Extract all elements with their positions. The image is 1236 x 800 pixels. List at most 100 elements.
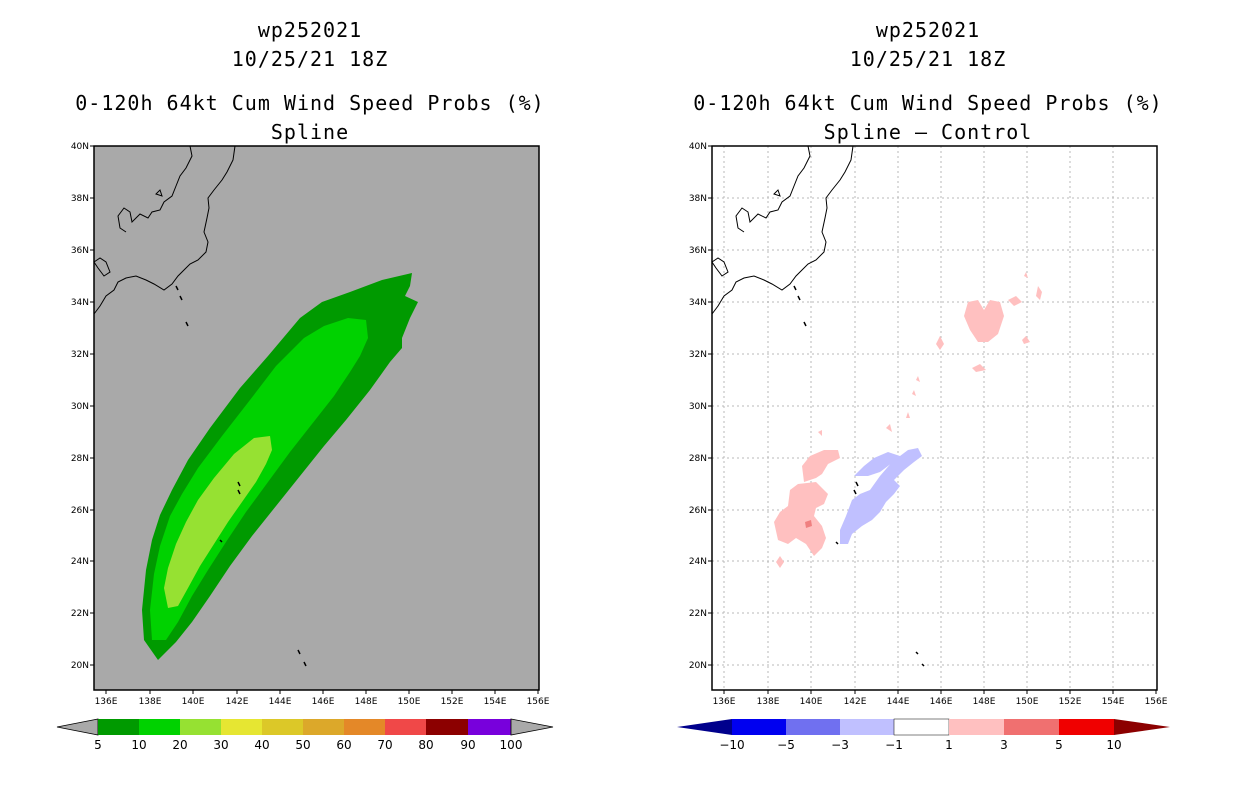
right-map-panel: 20N 22N 24N 26N 28N 30N 32N 34N 36N 38N … xyxy=(689,142,1168,707)
left-colorbar-swatch-70-80 xyxy=(385,719,426,735)
right-lon-labels: 136E 138E 140E 142E 144E 146E 148E 150E … xyxy=(713,697,1168,707)
left-lat-label-36n: 36N xyxy=(71,246,89,256)
right-colorbar-high-arrow xyxy=(1114,719,1170,735)
left-colorbar-swatch-10-20 xyxy=(139,719,180,735)
right-lon-label-150e: 150E xyxy=(1016,697,1039,707)
left-lon-labels: 136E 138E 140E 142E 144E 146E 148E 150E … xyxy=(95,697,550,707)
right-colorbar-swatch-m5-m3 xyxy=(786,719,840,735)
diff-positive-area-core xyxy=(805,520,812,528)
diff-positive-area-north xyxy=(802,450,840,482)
right-lon-label-152e: 152E xyxy=(1059,697,1082,707)
left-colorbar-swatch-50-60 xyxy=(303,719,344,735)
right-map-frame xyxy=(711,145,1158,691)
right-lat-label-36n: 36N xyxy=(689,246,707,256)
diff-positive-area-small-3 xyxy=(1008,296,1022,306)
left-lat-label-22n: 22N xyxy=(71,609,89,619)
diff-positive-areas xyxy=(774,272,1042,568)
left-title-block: wp252021 10/25/21 18Z xyxy=(60,16,560,74)
left-colorbar-swatch-60-70 xyxy=(344,719,385,735)
left-colorbar-label-100: 100 xyxy=(500,738,523,752)
left-colorbar-high-arrow xyxy=(510,718,554,736)
left-lat-label-24n: 24N xyxy=(71,557,89,567)
right-tick-marks xyxy=(708,145,1157,694)
left-lon-label-152e: 152E xyxy=(441,697,464,707)
right-colorbar-label-m5: −5 xyxy=(777,738,795,752)
diff-positive-area-small-6 xyxy=(972,364,986,372)
right-colorbar-label-m1: −1 xyxy=(885,738,903,752)
left-colorbar-label-50: 50 xyxy=(295,738,310,752)
left-lon-label-140e: 140E xyxy=(182,697,205,707)
right-lat-label-40n: 40N xyxy=(689,142,707,152)
right-colorbar-label-m10: −10 xyxy=(719,738,744,752)
left-colorbar-swatch-90-100 xyxy=(468,719,511,735)
right-lon-label-142e: 142E xyxy=(844,697,867,707)
left-colorbar-label-60: 60 xyxy=(336,738,351,752)
right-lat-label-28n: 28N xyxy=(689,454,707,464)
left-product-title: 0-120h 64kt Cum Wind Speed Probs (%) xyxy=(75,91,545,115)
right-colorbar-label-1: 1 xyxy=(945,738,953,752)
right-colorbar-label-5: 5 xyxy=(1055,738,1063,752)
left-colorbar-label-5: 5 xyxy=(94,738,102,752)
left-colorbar-swatch-30-40 xyxy=(221,719,262,735)
right-lon-label-156e: 156E xyxy=(1145,697,1168,707)
right-colorbar-label-10: 10 xyxy=(1106,738,1121,752)
left-lon-label-138e: 138E xyxy=(139,697,162,707)
right-title-block: wp252021 10/25/21 18Z xyxy=(678,16,1178,74)
diff-negative-area xyxy=(840,448,922,544)
left-lon-label-148e: 148E xyxy=(355,697,378,707)
left-lat-label-38n: 38N xyxy=(71,194,89,204)
right-colorbar: −10 −5 −3 −1 1 3 5 10 xyxy=(677,718,1170,752)
right-title-block-2: 0-120h 64kt Cum Wind Speed Probs (%) Spl… xyxy=(678,89,1178,147)
right-lon-label-136e: 136E xyxy=(713,697,736,707)
right-colorbar-swatch-1-3 xyxy=(949,719,1004,735)
right-lon-label-146e: 146E xyxy=(930,697,953,707)
right-lat-label-20n: 20N xyxy=(689,661,707,671)
right-lat-labels: 20N 22N 24N 26N 28N 30N 32N 34N 36N 38N … xyxy=(689,142,707,671)
left-map-panel: 20N 22N 24N 26N 28N 30N 32N 34N 36N 38N … xyxy=(71,142,550,707)
diff-positive-area-main xyxy=(774,482,828,556)
right-colorbar-swatch-5-10 xyxy=(1059,719,1114,735)
left-title-block-2: 0-120h 64kt Cum Wind Speed Probs (%) Spl… xyxy=(60,89,560,147)
left-lon-label-146e: 146E xyxy=(312,697,335,707)
right-lon-label-144e: 144E xyxy=(887,697,910,707)
left-lat-label-28n: 28N xyxy=(71,454,89,464)
right-lon-label-140e: 140E xyxy=(800,697,823,707)
right-map-background xyxy=(712,146,1157,690)
left-lat-label-34n: 34N xyxy=(71,298,89,308)
left-lon-label-150e: 150E xyxy=(398,697,421,707)
left-colorbar: 5 10 20 30 40 50 60 70 80 90 100 xyxy=(56,718,554,752)
right-colorbar-label-3: 3 xyxy=(1000,738,1008,752)
left-colorbar-label-10: 10 xyxy=(131,738,146,752)
diff-positive-area-small-4 xyxy=(1036,286,1042,300)
right-lat-label-34n: 34N xyxy=(689,298,707,308)
left-storm-id: wp252021 xyxy=(257,18,363,42)
left-lat-labels: 20N 22N 24N 26N 28N 30N 32N 34N 36N 38N … xyxy=(71,142,89,671)
left-colorbar-swatch-80-90 xyxy=(426,719,468,735)
left-colorbar-label-90: 90 xyxy=(460,738,475,752)
left-tick-marks xyxy=(90,145,539,694)
diff-positive-area-small-5 xyxy=(1022,336,1030,344)
right-lat-label-38n: 38N xyxy=(689,194,707,204)
left-lat-label-26n: 26N xyxy=(71,506,89,516)
left-colorbar-swatch-40-50 xyxy=(262,719,303,735)
left-colorbar-swatch-20-30 xyxy=(180,719,221,735)
left-datetime: 10/25/21 18Z xyxy=(231,47,389,71)
right-lat-label-26n: 26N xyxy=(689,506,707,516)
left-colorbar-label-40: 40 xyxy=(254,738,269,752)
right-lon-label-154e: 154E xyxy=(1102,697,1125,707)
right-colorbar-low-arrow xyxy=(677,719,732,735)
left-lon-label-144e: 144E xyxy=(269,697,292,707)
left-subtitle: Spline xyxy=(270,120,350,144)
right-colorbar-swatch-m3-m1 xyxy=(840,719,894,735)
right-lon-label-148e: 148E xyxy=(973,697,996,707)
left-map-frame xyxy=(93,145,540,691)
right-product-title: 0-120h 64kt Cum Wind Speed Probs (%) xyxy=(693,91,1163,115)
left-lon-label-156e: 156E xyxy=(527,697,550,707)
right-colorbar-swatch-m1-1 xyxy=(893,718,950,736)
right-lat-label-30n: 30N xyxy=(689,402,707,412)
left-lat-label-30n: 30N xyxy=(71,402,89,412)
right-colorbar-swatch-3-5 xyxy=(1004,719,1059,735)
right-islands xyxy=(835,481,925,667)
right-gridlines xyxy=(712,146,1157,690)
diff-positive-area-east xyxy=(964,300,1004,342)
